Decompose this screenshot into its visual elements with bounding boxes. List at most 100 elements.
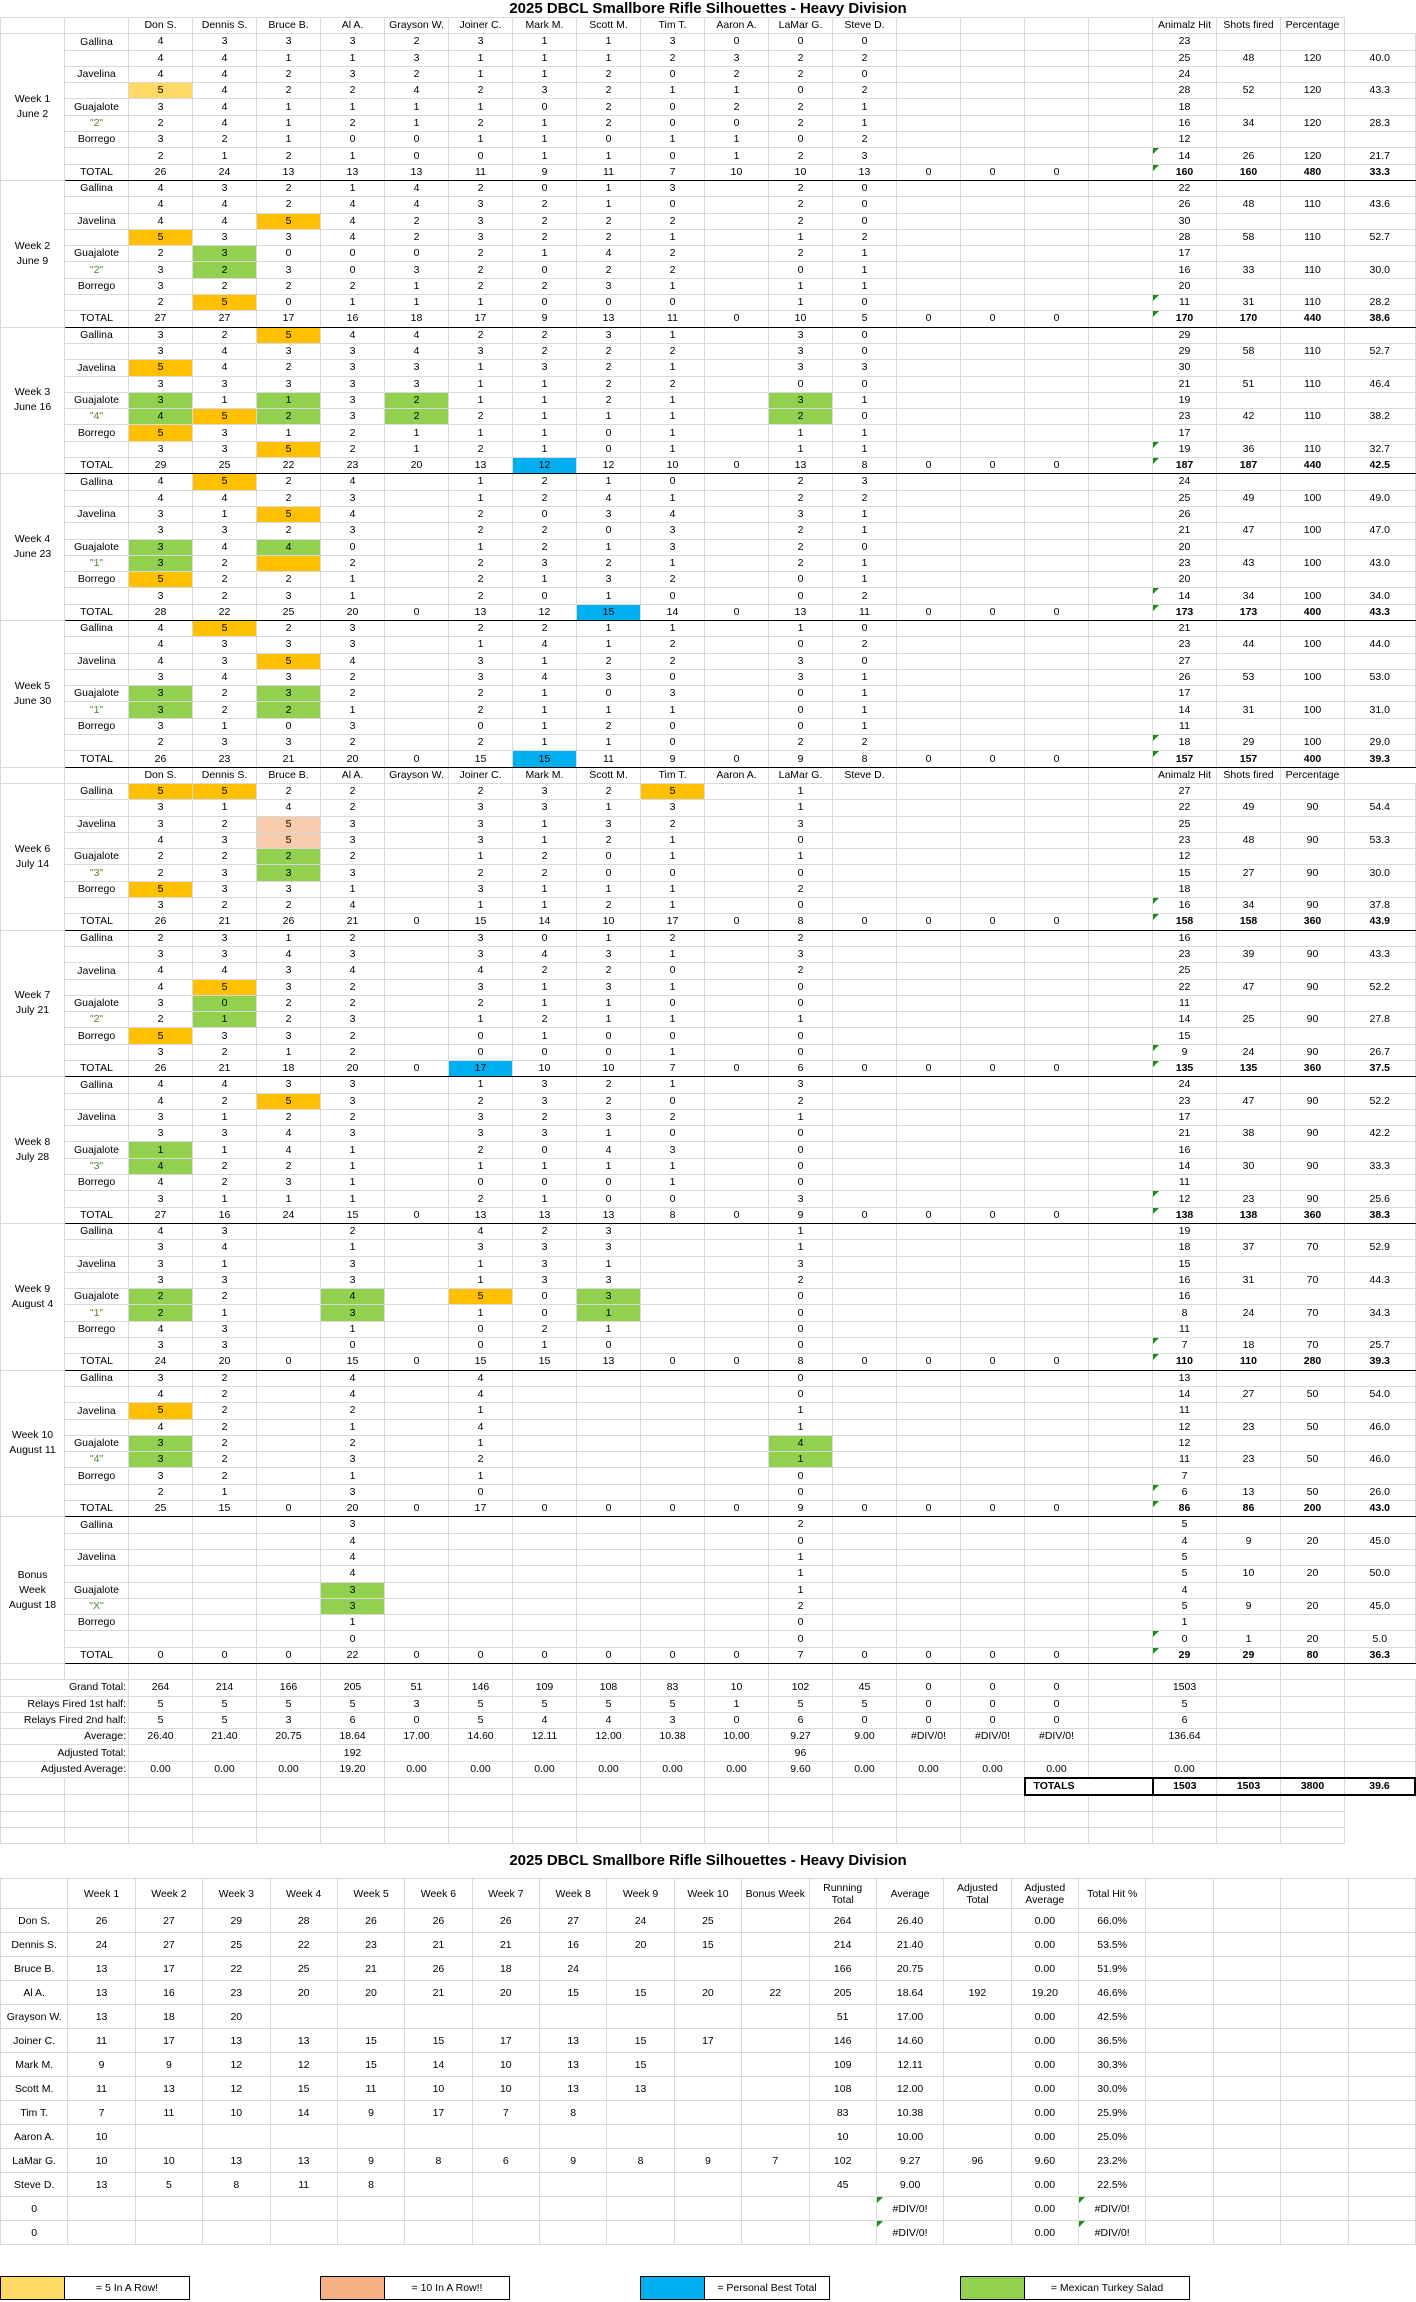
- score-cell: [896, 668, 961, 687]
- shooter-header: Tim T.: [640, 16, 705, 35]
- score-cell: 0: [576, 131, 641, 149]
- score-row: Borrego 1 0 1: [1, 1614, 1416, 1632]
- blank-cell: [384, 1810, 449, 1828]
- summary-cell: 10: [202, 2100, 271, 2125]
- score-cell: 3: [128, 538, 193, 556]
- score-cell: [256, 554, 321, 573]
- footer-cell: 10.38: [640, 1728, 705, 1746]
- score-cell: 2: [512, 1108, 577, 1127]
- score-cell: 2: [832, 489, 897, 507]
- summary-row: Bruce B. 13 17 22 25 21 26 18 24 166 20.75 0.00 51.9…: [0, 1956, 1416, 1981]
- week-total-cell: 158: [1152, 913, 1217, 931]
- week-label-line: Week 5: [14, 679, 51, 692]
- summary-cell: 8: [538, 2100, 608, 2125]
- score-cell: 5: [448, 1288, 513, 1306]
- score-cell: 2: [320, 978, 385, 996]
- score-cell: 1: [448, 49, 513, 67]
- week-total-cell: 0: [512, 1500, 577, 1518]
- spacer-cell: [1088, 994, 1153, 1013]
- score-cell: 0: [640, 294, 705, 312]
- summary-cell: [673, 2100, 743, 2125]
- score-cell: 4: [128, 1157, 193, 1176]
- score-row: Borrego 3 2 2 2 1 2 2 3 1 1 1 20: [1, 277, 1416, 296]
- score-cell: 1: [576, 1255, 641, 1273]
- week-total-cell: 33.3: [1344, 163, 1416, 181]
- score-cell: [512, 1369, 577, 1387]
- score-cell: [384, 1597, 449, 1616]
- score-cell: 15: [1152, 1255, 1217, 1273]
- score-cell: [576, 1532, 641, 1550]
- score-cell: [384, 1320, 449, 1339]
- score-cell: 2: [192, 1385, 257, 1404]
- score-cell: [384, 619, 449, 638]
- score-cell: 5: [192, 473, 257, 491]
- score-cell: 0: [448, 147, 513, 165]
- score-cell: 4: [320, 326, 385, 344]
- score-cell: [128, 1614, 193, 1632]
- week-total-cell: 13: [448, 457, 513, 475]
- shooter-header: Steve D.: [832, 766, 897, 784]
- score-cell: 14: [1152, 1157, 1217, 1176]
- score-cell: [896, 294, 961, 312]
- summary-cell: 27: [134, 1908, 204, 1933]
- score-cell: 0: [512, 1043, 577, 1062]
- score-cell: 3: [448, 652, 513, 670]
- week-label-line: Bonus: [17, 1568, 48, 1581]
- score-cell: [384, 799, 449, 817]
- score-cell: [1024, 1369, 1089, 1387]
- score-cell: [832, 1190, 897, 1208]
- summary-header-row: Week 1 Week 2 Week 3 Week 4 Week 5 Week 6 Week…: [0, 1878, 1416, 1909]
- stat-header: Animalz Hit: [1152, 16, 1217, 35]
- spacer-cell: [1088, 424, 1153, 442]
- summary-row: Steve D. 13 5 8 11 8 45 9.00 0.00 22.5%: [0, 2172, 1416, 2197]
- score-cell: [704, 326, 769, 344]
- score-cell: [832, 1092, 897, 1110]
- summary-cell: 26: [336, 1908, 406, 1933]
- score-cell: 1: [448, 473, 513, 491]
- score-row: Week 5 June 30 Gallina 4 5 2 3 2 2 1 1 1 0 21: [0, 619, 1416, 768]
- score-cell: 3: [128, 1337, 193, 1355]
- score-cell: 2: [256, 619, 321, 638]
- score-cell: [960, 212, 1025, 230]
- footer-cell: 20.75: [256, 1728, 321, 1746]
- score-cell: 3: [448, 978, 513, 996]
- score-cell: 2: [768, 196, 833, 214]
- empty-header: [896, 16, 961, 35]
- score-cell: 2: [192, 1157, 257, 1176]
- score-row: Guajalote 1 1 4 1 2 0 4 3 0 16: [1, 1141, 1416, 1159]
- score-cell: [704, 408, 769, 426]
- week-total-cell: 14: [512, 913, 577, 931]
- score-row: 4 3 3 3 1 4 1 2 0 2 23 44 100 44.0: [1, 636, 1416, 654]
- score-cell: 4: [320, 962, 385, 980]
- footer-cell: [1344, 1679, 1416, 1697]
- score-cell: [832, 782, 897, 801]
- blank-cell: [1280, 2148, 1349, 2173]
- score-cell: 3: [320, 1597, 385, 1616]
- score-cell: 47: [1216, 522, 1281, 540]
- score-cell: 0: [832, 179, 897, 198]
- animal-label: Javelina: [64, 815, 129, 833]
- score-cell: [960, 1597, 1025, 1616]
- score-row: "X" 3 2 5 9 20 45.0: [1, 1597, 1416, 1616]
- footer-cell: [1280, 1728, 1345, 1746]
- score-row: Borrego 5 3 3 1 3 1 1 1 2 18: [1, 880, 1416, 899]
- week-total-cell: 24: [256, 1206, 321, 1224]
- shooter-header: Tim T.: [640, 766, 705, 784]
- blank-cell: [384, 1794, 449, 1812]
- score-cell: 90: [1280, 945, 1345, 964]
- score-cell: [704, 929, 769, 947]
- score-cell: 20: [1152, 538, 1217, 556]
- score-cell: [448, 1581, 513, 1599]
- summary-cell: 9: [336, 2100, 406, 2125]
- score-cell: [832, 1565, 897, 1583]
- score-cell: [896, 131, 961, 149]
- blank-cell: [1280, 2100, 1349, 2125]
- week-total-cell: 15: [448, 750, 513, 768]
- score-cell: 2: [256, 408, 321, 426]
- score-cell: 24: [1152, 473, 1217, 491]
- footer-cell: 166: [256, 1679, 321, 1697]
- score-cell: [1024, 831, 1089, 850]
- week-total-cell: 0: [384, 1059, 449, 1078]
- score-cell: 0: [512, 929, 577, 947]
- score-cell: 100: [1280, 636, 1345, 654]
